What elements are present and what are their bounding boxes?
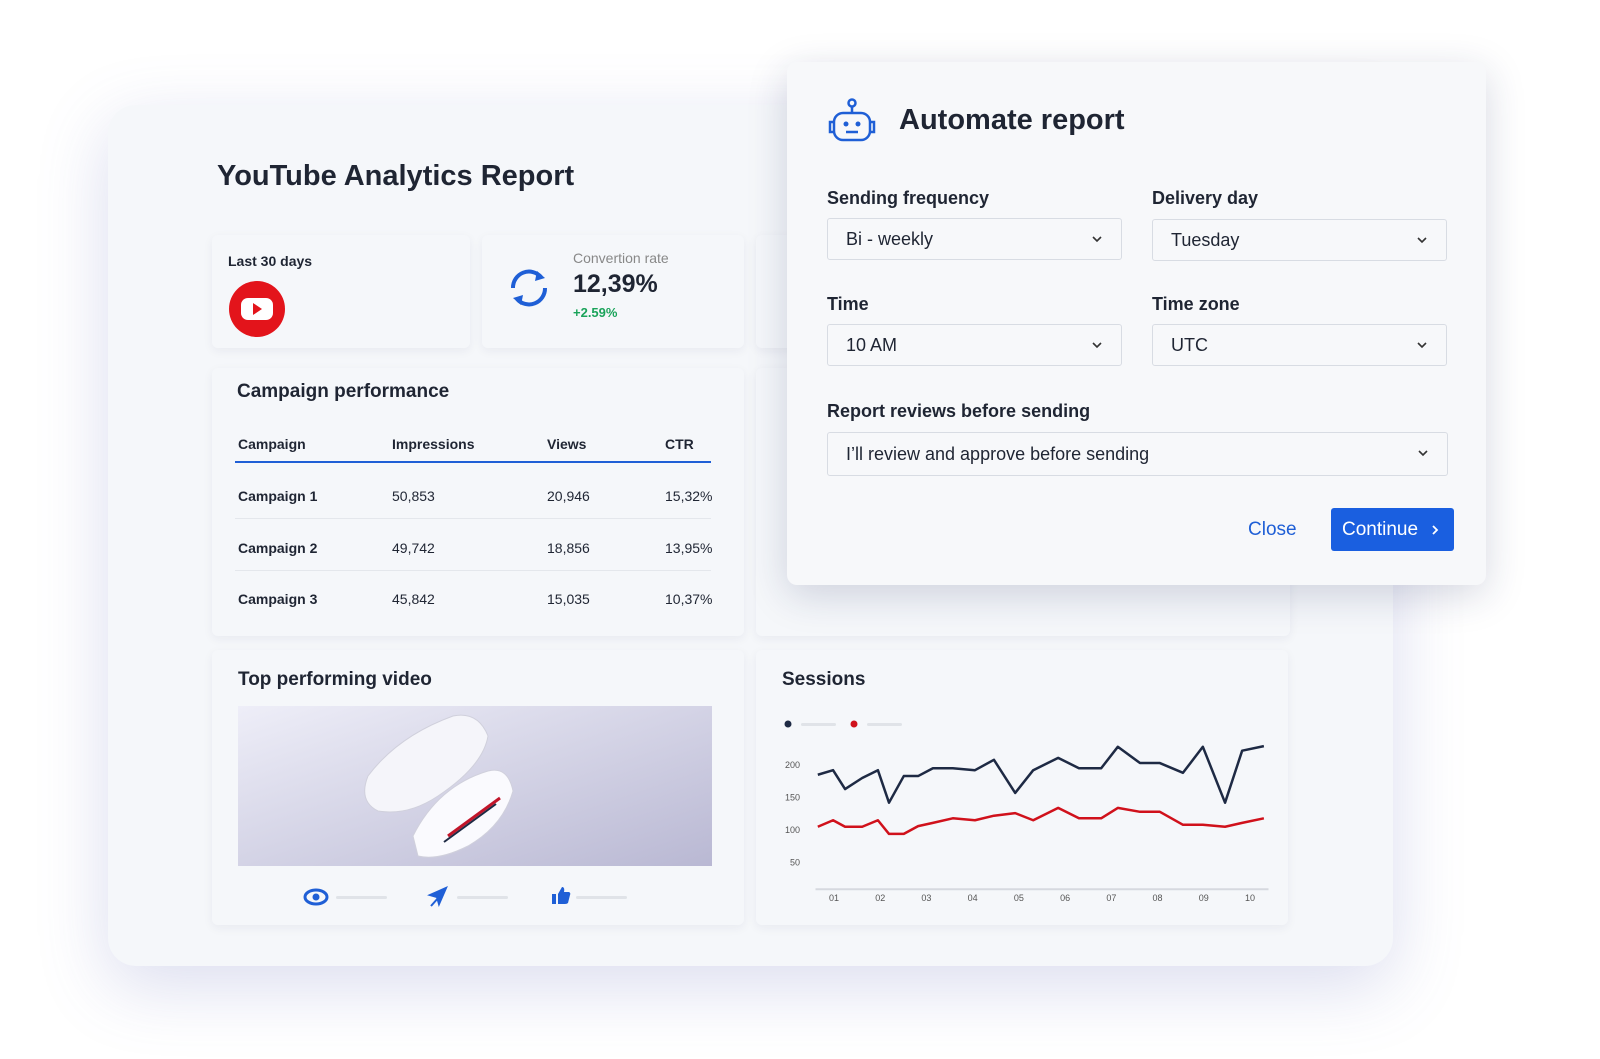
- cell: 13,95%: [665, 540, 713, 556]
- continue-button[interactable]: Continue: [1331, 508, 1454, 551]
- kpi-value: 12,39%: [573, 270, 658, 298]
- header-rule: [235, 461, 711, 463]
- automate-dialog: Automate report Sending frequency Bi - w…: [787, 62, 1486, 585]
- video-thumbnail: [238, 706, 712, 866]
- x-tick-label: 02: [875, 893, 885, 903]
- cell: 45,842: [392, 591, 435, 607]
- field-label: Sending frequency: [827, 188, 990, 208]
- row-rule: [235, 518, 711, 519]
- select-value: I’ll review and approve before sending: [846, 444, 1150, 464]
- y-tick-label: 50: [790, 858, 800, 868]
- report-title: YouTube Analytics Report: [217, 160, 575, 192]
- column-header: Impressions: [392, 436, 475, 452]
- x-tick-label: 10: [1245, 893, 1255, 903]
- video-card: Top performing video: [212, 650, 744, 925]
- robot-icon: [828, 98, 876, 142]
- column-header: Views: [547, 436, 587, 452]
- kpi-card: Convertion rate 12,39% +2.59%: [482, 235, 744, 348]
- x-tick-label: 06: [1060, 893, 1070, 903]
- legend-bar: [801, 723, 836, 726]
- period-label: Last 30 days: [228, 253, 313, 269]
- button-label: Continue: [1342, 519, 1419, 540]
- frequency-select[interactable]: Bi - weekly: [827, 218, 1122, 260]
- x-tick-label: 09: [1199, 893, 1209, 903]
- chevron: [1092, 342, 1102, 349]
- legend-dot: [850, 720, 858, 728]
- chevron: [1417, 237, 1427, 244]
- cell: 49,742: [392, 540, 435, 556]
- y-tick-label: 100: [785, 825, 800, 835]
- campaign-title: Campaign performance: [237, 381, 450, 402]
- legend-bar: [867, 723, 902, 726]
- cell: 18,856: [547, 540, 590, 556]
- sessions-card: Sessions 50 100 150 200 01 02 03 04 05 06 07 08 09 10: [756, 650, 1288, 925]
- review-select[interactable]: I’ll review and approve before sending: [827, 432, 1448, 476]
- chevron: [1418, 450, 1428, 457]
- period-card: Last 30 days: [212, 235, 470, 348]
- field-label: Delivery day: [1152, 188, 1259, 208]
- y-tick-label: 150: [785, 793, 800, 803]
- field-label: Report reviews before sending: [827, 401, 1091, 421]
- refresh-icon: [510, 269, 548, 307]
- chevron: [1432, 525, 1439, 535]
- video-title: Top performing video: [238, 669, 432, 690]
- x-tick-label: 07: [1106, 893, 1116, 903]
- kpi-change: +2.59%: [573, 305, 618, 320]
- series-line: [817, 806, 1265, 836]
- cell: 15,035: [547, 591, 590, 607]
- sessions-chart: 50 100 150 200 01 02 03 04 05 06 07 08 09 10: [784, 720, 1269, 903]
- x-tick-label: 04: [968, 893, 978, 903]
- cell: 10,37%: [665, 591, 713, 607]
- column-header: Campaign: [238, 436, 306, 452]
- select-value: UTC: [1171, 335, 1208, 355]
- field-label: Time: [827, 294, 869, 314]
- y-tick-label: 200: [785, 760, 800, 770]
- x-tick-label: 08: [1153, 893, 1163, 903]
- kpi-label: Convertion rate: [573, 250, 669, 266]
- cell: 20,946: [547, 488, 590, 504]
- close-button[interactable]: Close: [1248, 519, 1297, 540]
- select-value: Bi - weekly: [846, 229, 934, 249]
- youtube-icon: [229, 281, 285, 337]
- legend-dot: [784, 720, 792, 728]
- column-header: CTR: [665, 436, 694, 452]
- timezone-select[interactable]: UTC: [1152, 324, 1447, 366]
- dialog-title: Automate report: [899, 104, 1125, 136]
- x-tick-label: 05: [1014, 893, 1024, 903]
- x-tick-label: 01: [829, 893, 839, 903]
- cell: Campaign 1: [238, 488, 318, 504]
- cell: Campaign 2: [238, 540, 318, 556]
- x-tick-label: 03: [921, 893, 931, 903]
- series-line: [817, 744, 1265, 804]
- time-select[interactable]: 10 AM: [827, 324, 1122, 366]
- cell: 50,853: [392, 488, 435, 504]
- day-select[interactable]: Tuesday: [1152, 219, 1447, 261]
- chart-title: Sessions: [782, 669, 866, 690]
- chevron: [1417, 342, 1427, 349]
- select-value: Tuesday: [1171, 230, 1240, 250]
- chevron: [1092, 236, 1102, 243]
- select-value: 10 AM: [846, 335, 898, 355]
- row-rule: [235, 570, 711, 571]
- campaign-card: Campaign performance Campaign Impression…: [212, 368, 744, 636]
- cell: 15,32%: [665, 488, 713, 504]
- cell: Campaign 3: [238, 591, 318, 607]
- field-label: Time zone: [1152, 294, 1240, 314]
- video-stats: [303, 886, 627, 907]
